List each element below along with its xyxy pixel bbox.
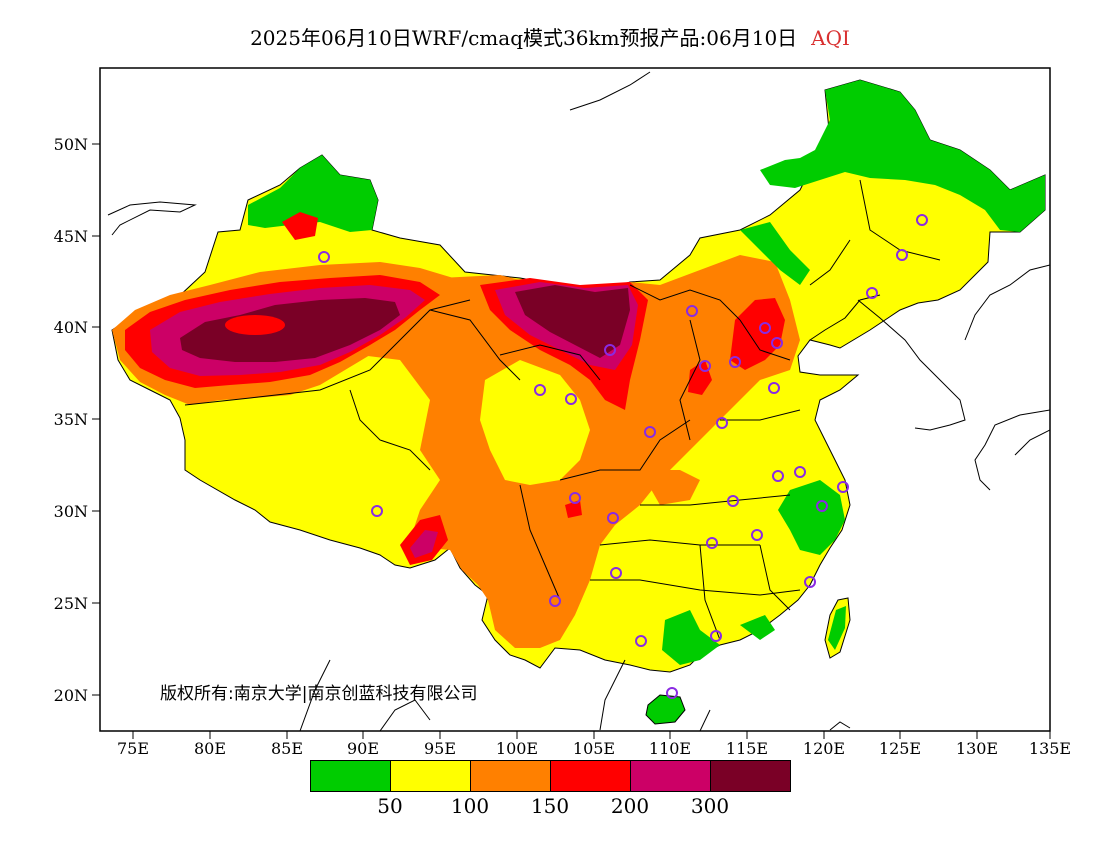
hainan-island [645, 694, 686, 725]
aqi-zone-yellow-sichuan [480, 360, 590, 485]
aqi-zone-green-zhejiang [778, 480, 845, 555]
lon-label: 90E [347, 739, 379, 758]
legend-label: 100 [450, 794, 490, 818]
copyright-notice: 版权所有:南京大学|南京创蓝科技有限公司 [160, 684, 478, 704]
legend-swatch [711, 761, 790, 791]
aqi-zone-green-fujian [740, 615, 775, 640]
legend-label: 150 [530, 794, 570, 818]
lat-label: 35N [54, 410, 88, 429]
legend-swatch [311, 761, 391, 791]
lat-label: 40N [54, 318, 88, 337]
lat-label: 20N [54, 686, 88, 705]
aqi-zone-green-inner-mongolia [740, 222, 810, 285]
aqi-zone-red-sichuan [565, 500, 582, 518]
lon-label: 85E [271, 739, 303, 758]
aqi-zone-red-hebei [730, 298, 785, 370]
coastlines [107, 71, 1050, 731]
lat-labels: 50N 45N 40N 35N 30N 25N 20N [54, 135, 88, 705]
legend-swatch [631, 761, 711, 791]
lon-label: 95E [424, 739, 456, 758]
lon-label: 80E [194, 739, 226, 758]
lon-label: 75E [117, 739, 149, 758]
station-markers [318, 214, 928, 699]
legend-swatch [391, 761, 471, 791]
legend-label: 200 [610, 794, 650, 818]
lat-label: 30N [54, 502, 88, 521]
title-variable: AQI [811, 26, 850, 50]
lon-label: 120E [803, 739, 845, 758]
legend-label: 50 [377, 794, 403, 818]
legend-swatch [471, 761, 551, 791]
lat-label: 50N [54, 135, 88, 154]
aqi-zone-green-nw [248, 155, 378, 232]
legend-swatch [551, 761, 631, 791]
lon-labels: 75E 80E 85E 90E 95E 100E 105E 110E 115E … [117, 739, 1071, 758]
lon-label: 110E [649, 739, 691, 758]
aqi-zone-yellow-hole [225, 315, 285, 335]
aqi-zone-purple-tibet [410, 530, 438, 558]
lon-label: 135E [1029, 739, 1071, 758]
lat-label: 25N [54, 594, 88, 613]
lat-label: 45N [54, 227, 88, 246]
aqi-color-legend [310, 760, 791, 792]
aqi-zone-green-northeast [760, 80, 1045, 232]
map-frame [99, 67, 1051, 732]
lon-label: 100E [496, 739, 538, 758]
lon-label: 115E [726, 739, 768, 758]
aqi-zone-orange-henan [640, 470, 700, 505]
lon-label: 125E [879, 739, 921, 758]
aqi-zone-red-altai [282, 212, 318, 240]
aqi-zone-green-guangdong [662, 610, 720, 665]
aqi-zone-red-shanxi [688, 360, 712, 395]
lon-label: 105E [573, 739, 615, 758]
aqi-zone-maroon-ordos [515, 285, 630, 358]
title-text: 2025年06月10日WRF/cmaq模式36km预报产品:06月10日 [250, 26, 798, 50]
taiwan-green [828, 606, 846, 650]
lon-label: 130E [956, 739, 998, 758]
aqi-zone-maroon-taklamakan [180, 298, 400, 362]
legend-label: 300 [690, 794, 730, 818]
map-title: 2025年06月10日WRF/cmaq模式36km预报产品:06月10日 AQI [0, 22, 1100, 51]
province-boundaries [184, 179, 941, 641]
axis-ticks [92, 143, 1051, 739]
pollution-field [107, 71, 1050, 731]
